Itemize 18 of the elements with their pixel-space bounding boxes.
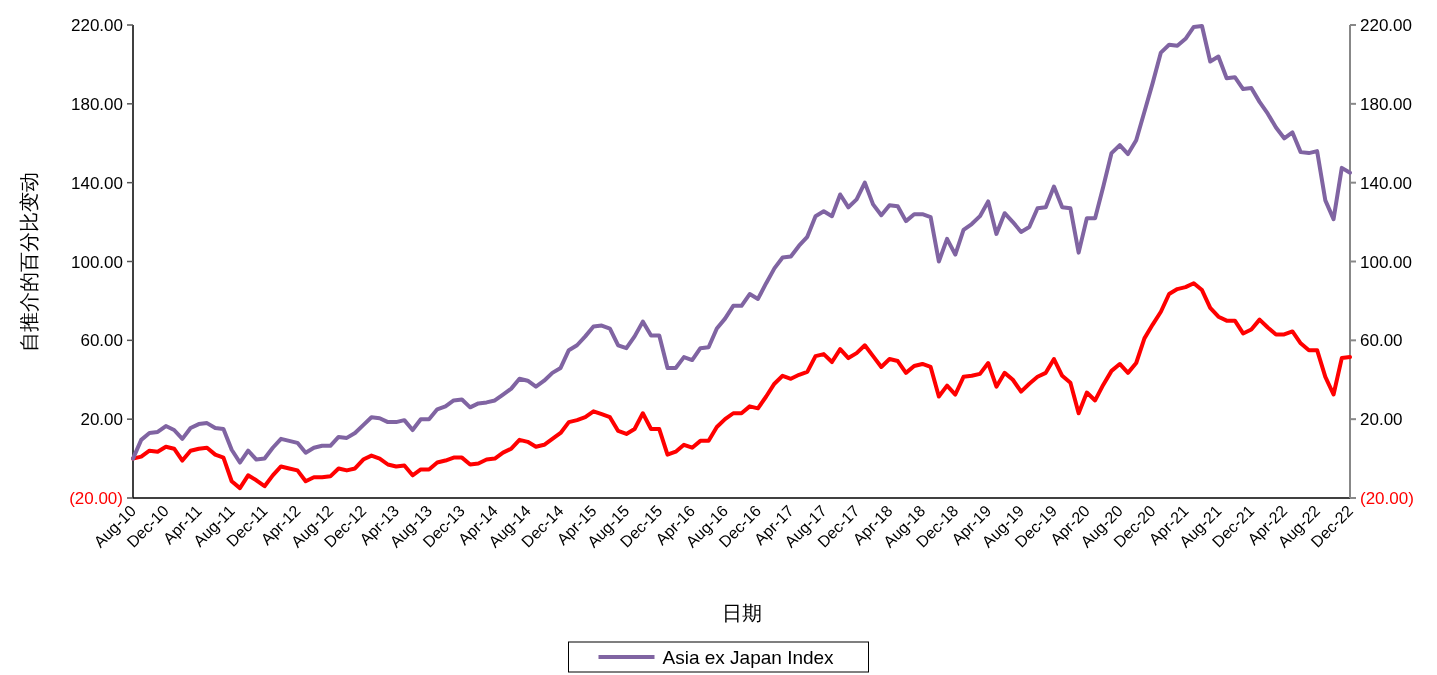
y-tick-label: 180.00 (71, 94, 123, 114)
y2-tick-label: (20.00) (1360, 489, 1414, 508)
y2-tick-label: 220.00 (1360, 16, 1412, 35)
y-tick-label: 60.00 (80, 331, 123, 351)
y2-tick-label: 100.00 (1360, 252, 1412, 272)
y2-tick-label: 180.00 (1360, 94, 1412, 114)
y-axis-title: 自推介的百分比变动 (18, 171, 40, 352)
legend-label: Asia ex Japan Index (662, 647, 835, 668)
x-axis-title: 日期 (721, 602, 762, 624)
y-tick-label: 220.00 (71, 16, 123, 35)
y-tick-label: 100.00 (71, 252, 123, 272)
y2-tick-label: 20.00 (1360, 410, 1403, 430)
y2-tick-label: 140.00 (1360, 173, 1412, 193)
y-tick-label: 20.00 (80, 410, 123, 430)
y2-tick-label: 60.00 (1360, 331, 1403, 351)
y-tick-label: (20.00) (69, 489, 123, 508)
line-series (131, 23, 1352, 465)
y-tick-label: 140.00 (71, 173, 123, 193)
